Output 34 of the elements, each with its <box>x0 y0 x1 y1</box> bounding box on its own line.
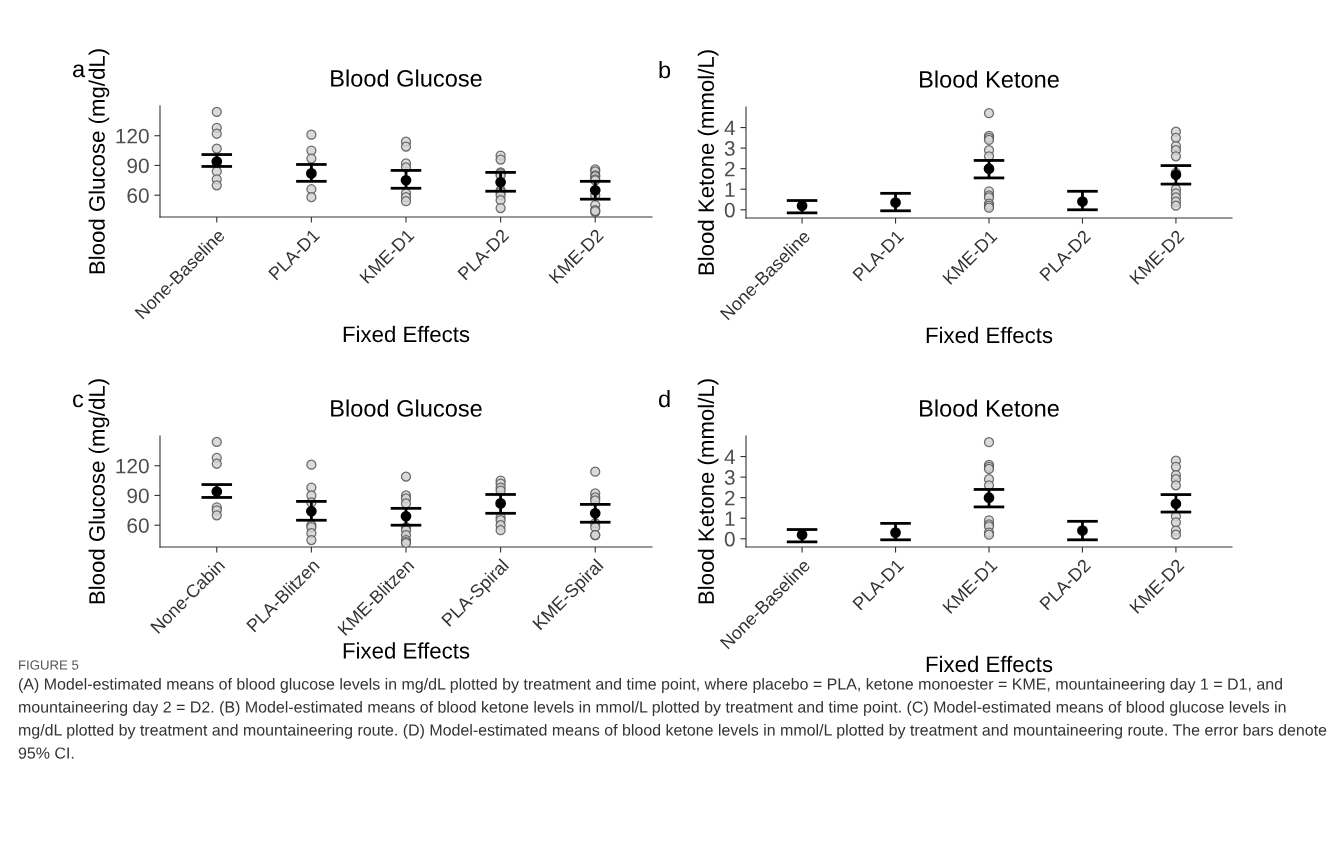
text: b <box>659 60 671 79</box>
y-tick-label: 4 <box>724 120 735 136</box>
y-tick-label: 4 <box>724 449 735 465</box>
chart-title: Blood Ketone <box>920 70 1059 88</box>
y-tick-label: 90 <box>127 158 149 174</box>
y-axis-title: Blood Ketone (mmol/L) <box>697 379 719 604</box>
text: (A) Model-estimated means of blood glucose levels in mg/dL plotted by treatment and time point, where placebo = PLA, ketone monoester = KME, mountaineering day 1 = D1, and mountaineering day 2 = D2. (B) Model-estimated means of blood ketone levels in mmol/L plotted by treatment and time point. (C) Model-estimated means of blood glucose levels in mg/dL plotted by treatment and mountaineering route. (D) Model-estimated means of blood ketone levels in mmol/L plotted by treatment and mountaineering route. The error bars denote 95% CI. <box>18 678 1327 759</box>
y-tick-label: 60 <box>127 518 149 533</box>
y-tick-label: 120 <box>116 128 149 144</box>
y-tick-label: 1 <box>725 182 735 197</box>
text: d <box>658 389 670 408</box>
y-tick-label: 90 <box>127 488 149 504</box>
y-tick-label: 3 <box>724 141 735 156</box>
y-tick-label: 60 <box>127 188 149 203</box>
x-axis-title: Fixed Effects <box>926 655 1053 673</box>
y-tick-label: 2 <box>725 490 735 506</box>
y-tick-label: 120 <box>116 458 149 474</box>
text: c <box>73 394 84 408</box>
y-tick-label: 0 <box>724 202 735 218</box>
caption: FIGURE 5 <box>19 660 79 670</box>
y-axis-title: Blood Glucose (mg/dL) <box>88 379 110 604</box>
y-tick-label: 2 <box>725 161 735 177</box>
y-axis-title: Blood Glucose (mg/dL) <box>88 49 110 274</box>
chart-title: Blood Glucose <box>331 69 482 87</box>
y-axis-title: Blood Ketone (mmol/L) <box>697 50 719 275</box>
chart-title: Blood Glucose <box>331 399 482 417</box>
x-axis-title: Fixed Effects <box>926 326 1053 344</box>
y-tick-label: 0 <box>724 531 735 547</box>
x-axis-title: Fixed Effects <box>343 642 470 659</box>
y-tick-label: 3 <box>724 470 735 485</box>
x-axis-title: Fixed Effects <box>343 325 470 343</box>
y-tick-label: 1 <box>725 511 735 526</box>
chart-title: Blood Ketone <box>920 399 1059 417</box>
text: a <box>73 64 86 78</box>
